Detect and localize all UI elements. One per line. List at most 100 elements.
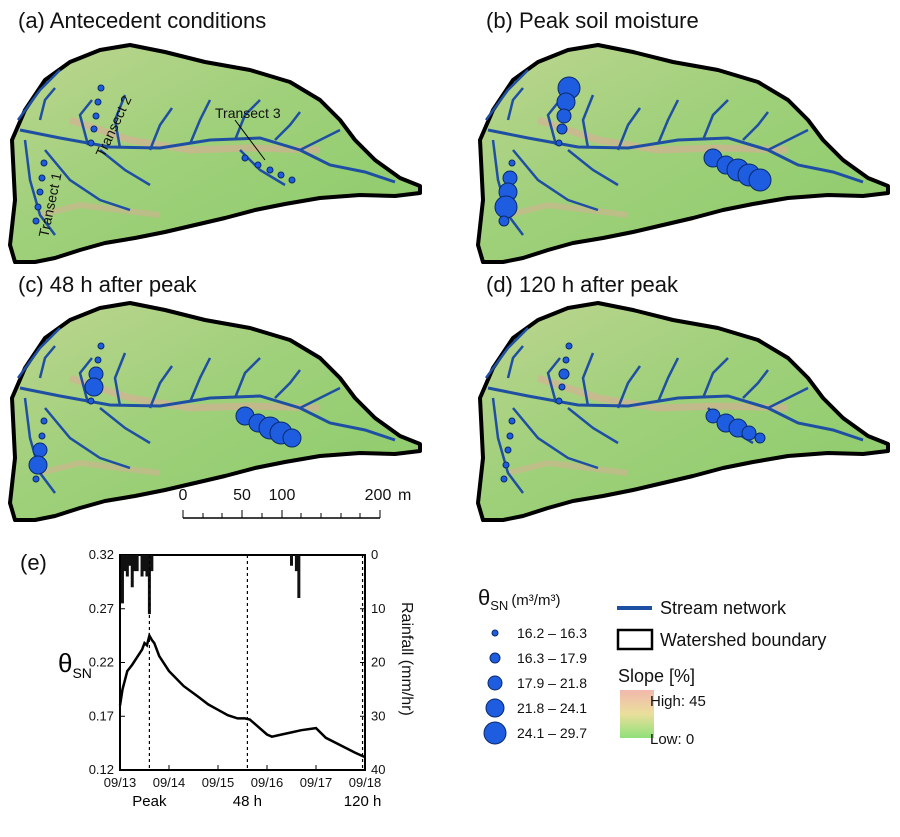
soil-moisture-point: [277, 171, 285, 179]
x-tick-label: 09/18: [349, 775, 382, 790]
y-tick-label: 0.32: [89, 547, 114, 562]
soil-moisture-point: [556, 92, 576, 112]
scale-tick-200: 200: [365, 487, 392, 504]
x-tick-label: 09/13: [104, 775, 137, 790]
rainfall-bar: [125, 555, 129, 577]
rainfall-bar: [297, 555, 301, 598]
y-axis-label: θSN: [58, 648, 92, 681]
theta-unit: (m³/m³): [511, 592, 560, 609]
soil-moisture-point: [502, 461, 510, 469]
boundary-legend-box: [616, 628, 654, 651]
y2-axis-label: Rainfall (mm/hr): [398, 602, 415, 716]
transect-3-label: Transect 3: [215, 105, 281, 121]
panel-b-title: (b) Peak soil moisture: [486, 8, 699, 33]
theta-classes: 16.2 – 16.3 16.3 – 17.9 17.9 – 21.8 21.8 – …: [483, 625, 587, 745]
watershed-map-c: [10, 303, 420, 520]
scale-tick-0: 0: [179, 487, 188, 504]
soil-moisture-point: [506, 432, 514, 440]
watershed-map-b: [478, 45, 888, 262]
soil-moisture-point: [508, 159, 516, 167]
y-axis-label-main: θ: [58, 648, 72, 678]
event-marker-label: 120 h: [344, 793, 382, 810]
theta-class-symbol: [487, 675, 503, 691]
transect-3-leader: [234, 119, 266, 161]
scale-bar: 0 50 100 200 m: [179, 487, 411, 519]
soil-moisture-point: [494, 195, 518, 219]
scale-tick-50: 50: [233, 487, 251, 504]
soil-moisture-point: [40, 159, 48, 167]
soil-moisture-point: [90, 125, 98, 133]
panel-b: (b) Peak soil moisture: [478, 8, 888, 262]
panel-d-title: (d) 120 h after peak: [486, 272, 679, 297]
rainfall-bars: [120, 555, 301, 615]
x-tick-label: 09/15: [202, 775, 235, 790]
theta-class-label: 24.1 – 29.7: [517, 725, 587, 741]
rainfall-bar: [145, 555, 149, 577]
theta-class-label: 21.8 – 24.1: [517, 700, 587, 716]
soil-moisture-point: [741, 425, 757, 441]
scale-tick-100: 100: [269, 487, 296, 504]
rainfall-bar: [133, 555, 137, 572]
theta-class-label: 17.9 – 21.8: [517, 675, 587, 691]
rainfall-bar: [120, 555, 124, 604]
panel-a-title: (a) Antecedent conditions: [18, 8, 266, 33]
event-marker-label: Peak: [132, 793, 167, 810]
soil-moisture-point: [34, 203, 42, 211]
soil-moisture-point: [555, 397, 563, 405]
soil-moisture-point: [748, 168, 772, 192]
theta-sub: SN: [490, 598, 508, 613]
y2-tick-label: 30: [371, 708, 385, 723]
points-a: [32, 84, 296, 225]
soil-moisture-point: [558, 383, 566, 391]
soil-moisture-point: [254, 161, 262, 169]
y2-tick-label: 20: [371, 655, 385, 670]
soil-moisture-point: [87, 397, 95, 405]
theta-class-symbol: [491, 629, 499, 637]
y-tick-label: 0.12: [89, 762, 114, 777]
soil-moisture-point: [38, 174, 46, 182]
soil-moisture-point: [38, 432, 46, 440]
soil-moisture-point: [97, 342, 105, 350]
rainfall-bar: [150, 555, 154, 572]
panel-e: (e) 0.12 0.17 0.22 0.27 0.32 0 10 20 30 40 09/13…: [20, 547, 415, 810]
soil-moisture-point: [555, 139, 563, 147]
soil-moisture-point: [241, 154, 249, 162]
soil-moisture-point: [266, 166, 274, 174]
y-tick-label: 0.27: [89, 601, 114, 616]
y-axis-right: 0 10 20 30 40: [360, 547, 385, 777]
panel-c-title: (c) 48 h after peak: [18, 272, 198, 297]
y-tick-label: 0.17: [89, 708, 114, 723]
rainfall-bar: [123, 555, 127, 572]
theta-class-label: 16.3 – 17.9: [517, 650, 587, 666]
y2-tick-label: 40: [371, 762, 385, 777]
soil-moisture-point: [32, 442, 48, 458]
slope-low-label: Low: 0: [650, 731, 694, 748]
y-axis-label-sub: SN: [72, 665, 91, 681]
rainfall-bar: [128, 555, 132, 566]
theta-legend-title: θSN (m³/m³): [478, 585, 560, 613]
panel-a: (a) Antecedent conditions Transect 3 Tra…: [10, 8, 420, 262]
y-tick-label: 0.22: [89, 655, 114, 670]
event-markers: Peak 48 h 120 h: [132, 555, 381, 810]
rainfall-bar: [140, 555, 144, 577]
theta-class-symbol: [489, 652, 501, 664]
points-c: [28, 342, 302, 483]
soil-moisture-point: [565, 342, 573, 350]
soil-moisture-point: [500, 475, 508, 483]
rainfall-bar: [130, 555, 134, 588]
soil-moisture-point: [28, 455, 48, 475]
rainfall-bar: [135, 555, 139, 572]
rainfall-bar: [147, 555, 151, 615]
soil-moisture-point: [556, 108, 572, 124]
x-tick-label: 09/16: [251, 775, 284, 790]
theta-class-label: 16.2 – 16.3: [517, 625, 587, 641]
soil-moisture-point: [84, 377, 104, 397]
soil-moisture-point: [94, 98, 102, 106]
soil-moisture-point: [92, 112, 100, 120]
points-b: [494, 76, 772, 227]
soil-moisture-point: [94, 356, 102, 364]
rainfall-bar: [143, 555, 146, 572]
theta-class-symbol: [485, 698, 505, 718]
soil-moisture-point: [558, 368, 570, 380]
